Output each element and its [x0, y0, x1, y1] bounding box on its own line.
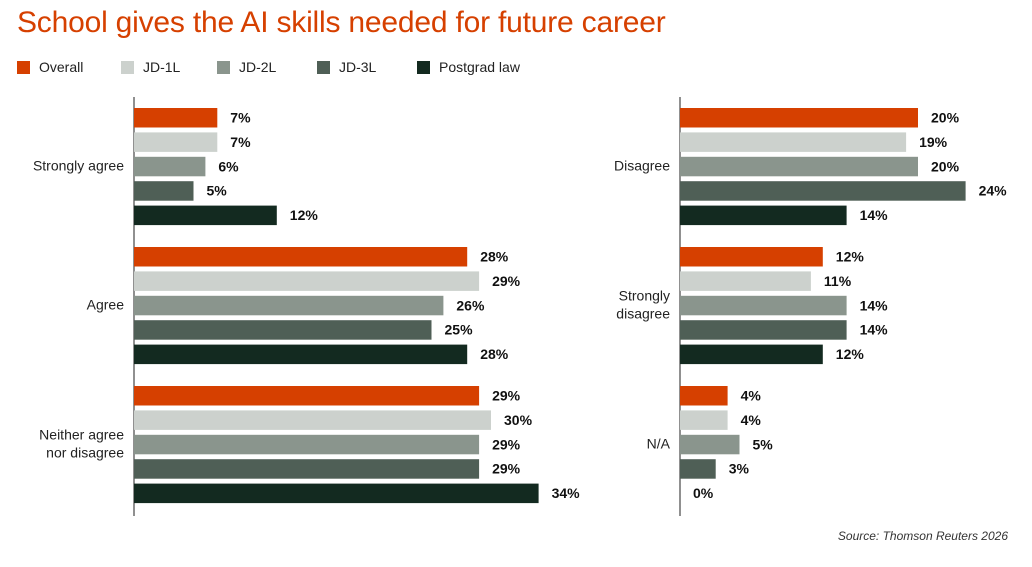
- bar-strongly-agree-jd-1l: [134, 132, 218, 152]
- bar-agree-postgrad-law: [134, 344, 468, 365]
- value-label-strongly-disagree-overall: 12%: [836, 248, 865, 264]
- legend-swatch-overall: [17, 60, 30, 74]
- category-label-strongly-disagree: Strongly disagree: [616, 287, 670, 321]
- value-label-n-a-jd-1l: 4%: [741, 412, 762, 428]
- legend-item-jd-3l: JD-3L: [317, 59, 376, 75]
- bar-strongly-agree-jd-3l: [134, 181, 194, 201]
- value-label-neither-agree-nor-disagree-jd-1l: 30%: [504, 412, 533, 428]
- bar-strongly-disagree-jd-2l: [680, 295, 847, 316]
- legend-label-jd-2l: JD-2L: [239, 59, 277, 75]
- value-label-disagree-overall: 20%: [931, 109, 960, 125]
- legend-swatch-jd-2l: [217, 60, 230, 74]
- value-label-strongly-disagree-postgrad-law: 12%: [836, 346, 865, 362]
- value-label-neither-agree-nor-disagree-postgrad-law: 34%: [552, 485, 581, 501]
- legend-item-jd-1l: JD-1L: [121, 59, 180, 75]
- value-label-agree-jd-2l: 26%: [456, 297, 485, 313]
- value-label-agree-postgrad-law: 28%: [480, 346, 509, 362]
- bar-strongly-agree-overall: [134, 108, 218, 128]
- bar-neither-agree-nor-disagree-jd-2l: [134, 434, 480, 455]
- value-label-neither-agree-nor-disagree-jd-3l: 29%: [492, 461, 521, 477]
- value-label-strongly-agree-jd-1l: 7%: [230, 134, 251, 150]
- category-label-disagree: Disagree: [614, 157, 670, 173]
- legend-item-overall: Overall: [17, 59, 83, 75]
- category-label-strongly-agree: Strongly agree: [33, 157, 124, 173]
- value-label-strongly-agree-postgrad-law: 12%: [290, 207, 319, 223]
- category-label-agree: Agree: [87, 296, 125, 312]
- value-label-strongly-disagree-jd-2l: 14%: [860, 297, 889, 313]
- value-label-agree-jd-1l: 29%: [492, 273, 521, 289]
- legend-item-postgrad-law: Postgrad law: [417, 59, 520, 75]
- value-label-strongly-agree-jd-2l: 6%: [218, 158, 239, 174]
- bar-strongly-agree-postgrad-law: [134, 205, 277, 226]
- legend-label-jd-3l: JD-3L: [339, 59, 377, 75]
- bar-neither-agree-nor-disagree-postgrad-law: [134, 483, 539, 504]
- value-label-disagree-jd-2l: 20%: [931, 158, 960, 174]
- legend-swatch-jd-3l: [317, 60, 330, 74]
- legend-label-overall: Overall: [39, 59, 84, 75]
- value-label-disagree-postgrad-law: 14%: [860, 207, 889, 223]
- bar-disagree-postgrad-law: [680, 205, 847, 226]
- source-note: Source: Thomson Reuters 2026: [837, 529, 1008, 543]
- value-label-strongly-disagree-jd-1l: 11%: [824, 273, 852, 289]
- bar-n-a-jd-3l: [680, 459, 716, 479]
- bar-n-a-overall: [680, 386, 728, 406]
- category-label-neither-agree-nor-disagree: Neither agree nor disagree: [39, 426, 124, 460]
- value-label-neither-agree-nor-disagree-overall: 29%: [492, 387, 521, 403]
- value-label-disagree-jd-1l: 19%: [919, 134, 948, 150]
- legend-label-jd-1l: JD-1L: [143, 59, 181, 75]
- bar-strongly-disagree-overall: [680, 247, 823, 267]
- legend-swatch-jd-1l: [121, 60, 134, 74]
- chart-title: School gives the AI skills needed for fu…: [17, 6, 666, 39]
- value-label-strongly-agree-overall: 7%: [230, 109, 251, 125]
- value-label-disagree-jd-3l: 24%: [979, 183, 1008, 199]
- bar-disagree-overall: [680, 108, 918, 128]
- value-label-strongly-agree-jd-3l: 5%: [207, 183, 228, 199]
- bar-neither-agree-nor-disagree-overall: [134, 386, 480, 406]
- bar-agree-jd-3l: [134, 320, 432, 340]
- legend-item-jd-2l: JD-2L: [217, 59, 276, 75]
- bar-strongly-disagree-postgrad-law: [680, 344, 823, 365]
- value-label-n-a-jd-3l: 3%: [729, 461, 750, 477]
- bar-n-a-jd-1l: [680, 410, 728, 430]
- legend-swatch-postgrad-law: [417, 60, 430, 74]
- bar-disagree-jd-1l: [680, 132, 907, 152]
- bar-agree-overall: [134, 247, 468, 267]
- legend-label-postgrad-law: Postgrad law: [439, 59, 520, 75]
- bar-disagree-jd-3l: [680, 181, 966, 201]
- value-label-strongly-disagree-jd-3l: 14%: [860, 322, 889, 338]
- category-label-n-a: N/A: [647, 435, 671, 451]
- value-label-n-a-overall: 4%: [741, 387, 762, 403]
- value-label-agree-jd-3l: 25%: [445, 322, 474, 338]
- bar-disagree-jd-2l: [680, 156, 918, 177]
- value-label-n-a-jd-2l: 5%: [753, 436, 774, 452]
- value-label-n-a-postgrad-law: 0%: [693, 485, 714, 501]
- bar-agree-jd-1l: [134, 271, 480, 291]
- bar-agree-jd-2l: [134, 295, 444, 316]
- bar-neither-agree-nor-disagree-jd-3l: [134, 459, 480, 479]
- bar-neither-agree-nor-disagree-jd-1l: [134, 410, 491, 430]
- value-label-agree-overall: 28%: [480, 248, 509, 264]
- bar-strongly-disagree-jd-1l: [680, 271, 811, 291]
- bar-strongly-disagree-jd-3l: [680, 320, 847, 340]
- value-label-neither-agree-nor-disagree-jd-2l: 29%: [492, 436, 521, 452]
- bar-n-a-jd-2l: [680, 434, 740, 455]
- bar-strongly-agree-jd-2l: [134, 156, 206, 177]
